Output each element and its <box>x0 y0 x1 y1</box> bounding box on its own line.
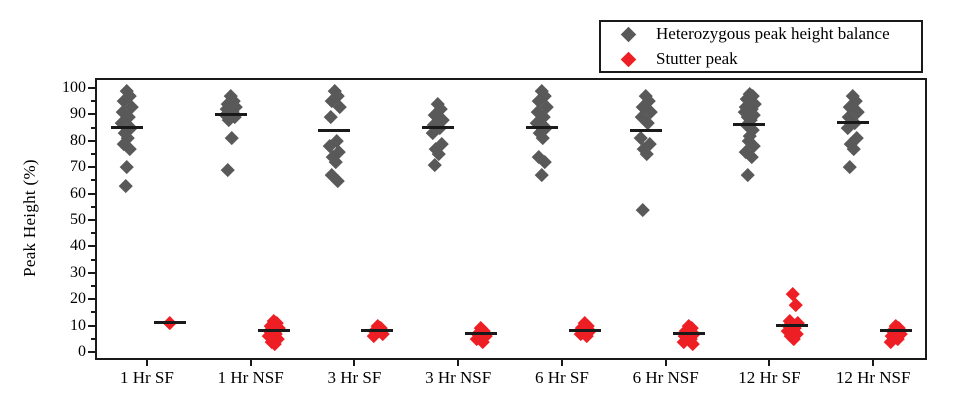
x-tick <box>872 358 875 366</box>
y-tick-label: 70 <box>70 158 86 176</box>
y-tick-major <box>88 139 95 142</box>
y-tick-major <box>88 166 95 169</box>
x-category-label: 1 Hr NSF <box>217 368 284 387</box>
x-tick <box>560 358 563 366</box>
mean-line-heterozygous <box>525 126 558 130</box>
y-tick-major <box>88 351 95 353</box>
mean-line-stutter <box>361 329 394 333</box>
y-tick-major <box>88 192 95 195</box>
y-tick-minor <box>91 153 95 155</box>
y-tick-major <box>88 219 95 221</box>
mean-line-heterozygous <box>629 128 662 132</box>
y-tick-minor <box>91 179 95 182</box>
y-tick-label: 20 <box>70 290 86 308</box>
mean-line-heterozygous <box>110 126 143 130</box>
y-tick-label: 30 <box>70 263 86 281</box>
y-tick-label: 80 <box>70 131 86 149</box>
legend-label-heterozygous: Heterozygous peak height balance <box>656 24 890 43</box>
x-tick <box>145 358 148 366</box>
x-tick <box>664 358 667 366</box>
stutter-diamond-icon <box>620 51 637 67</box>
mean-line-heterozygous <box>422 126 455 130</box>
x-category-label: 6 Hr SF <box>534 368 589 387</box>
plot-area <box>95 78 927 360</box>
mean-line-stutter <box>672 332 705 336</box>
x-tick <box>768 358 771 366</box>
heterozygous-diamond-icon <box>620 26 637 42</box>
mean-line-stutter <box>880 329 913 333</box>
y-tick-label: 100 <box>62 79 86 96</box>
y-tick-major <box>88 324 95 327</box>
mean-line-stutter <box>153 321 186 325</box>
mean-line-stutter <box>568 329 601 333</box>
mean-line-stutter <box>257 329 290 333</box>
y-tick-label: 10 <box>70 316 86 334</box>
x-tick <box>457 358 460 366</box>
legend: Heterozygous peak height balance Stutter… <box>599 20 923 73</box>
x-tick <box>353 358 356 366</box>
y-tick-major <box>88 113 95 116</box>
y-tick-major <box>88 271 95 274</box>
y-tick-minor <box>91 232 95 235</box>
x-category-label: 3 Hr NSF <box>425 368 492 387</box>
mean-line-stutter <box>465 332 498 336</box>
legend-item-stutter: Stutter peak <box>601 48 921 70</box>
y-tick-minor <box>91 258 95 261</box>
mean-line-heterozygous <box>837 120 870 124</box>
y-tick-major <box>88 87 95 89</box>
y-tick-minor <box>91 205 95 208</box>
x-category-label: 6 Hr NSF <box>632 368 699 387</box>
y-tick-minor <box>91 337 95 340</box>
y-tick-minor <box>91 311 95 314</box>
y-tick-minor <box>91 126 95 129</box>
mean-line-heterozygous <box>733 123 766 127</box>
x-category-label: 12 Hr NSF <box>835 368 911 387</box>
y-tick-label: 40 <box>70 237 86 255</box>
legend-label-stutter: Stutter peak <box>656 49 738 68</box>
mean-line-stutter <box>776 324 809 328</box>
y-tick-label: 60 <box>70 184 86 202</box>
y-tick-minor <box>91 100 95 103</box>
x-category-label: 1 Hr SF <box>119 368 174 387</box>
y-tick-minor <box>91 285 95 287</box>
y-tick-label: 50 <box>70 211 86 228</box>
x-category-label: 3 Hr SF <box>327 368 382 387</box>
y-tick-label: 0 <box>78 343 86 360</box>
mean-line-heterozygous <box>318 128 351 132</box>
y-axis-title: Peak Height (%) <box>20 159 39 277</box>
y-tick-major <box>88 245 95 248</box>
y-tick-label: 90 <box>70 105 86 123</box>
x-tick <box>249 358 252 366</box>
y-tick-major <box>88 298 95 301</box>
x-category-label: 12 Hr SF <box>738 368 801 387</box>
legend-item-heterozygous: Heterozygous peak height balance <box>601 23 921 45</box>
mean-line-heterozygous <box>214 112 247 116</box>
